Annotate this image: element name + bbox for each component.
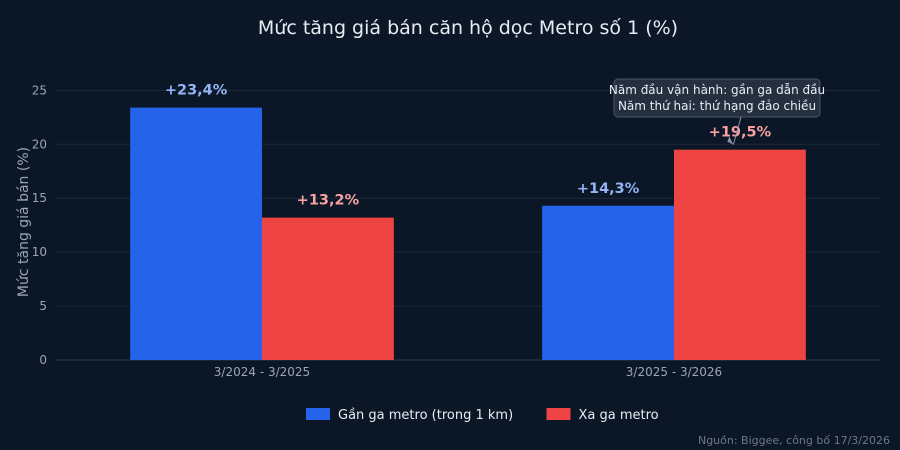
legend-swatch [546, 408, 571, 420]
annotation: Năm đầu vận hành: gần ga dẫn đầu Năm thứ … [609, 78, 825, 145]
y-tick-label: 10 [32, 245, 47, 259]
y-axis-label: Mức tăng giá bán (%) [16, 147, 32, 297]
bar [130, 107, 262, 360]
legend: Gần ga metro (trong 1 km) Xa ga metro [306, 408, 659, 423]
x-axis-ticks: 3/2024 - 3/2025 3/2025 - 3/2026 [214, 365, 722, 379]
data-labels: +23,4% +13,2% +14,3% +19,5% [165, 83, 772, 209]
y-tick-label: 25 [32, 83, 47, 97]
y-tick-label: 15 [32, 191, 47, 205]
chart-title: Mức tăng giá bán căn hộ dọc Metro số 1 (… [258, 17, 678, 39]
bars [130, 107, 806, 360]
y-axis-ticks: 0 5 10 15 20 25 [32, 83, 47, 367]
annotation-arrowhead [727, 136, 734, 145]
annotation-arrow [732, 116, 742, 145]
bar [542, 205, 674, 360]
y-tick-label: 0 [39, 353, 47, 367]
data-label: +14,3% [577, 181, 640, 197]
x-tick-label: 3/2024 - 3/2025 [214, 365, 310, 379]
data-label: +23,4% [165, 83, 228, 99]
y-tick-label: 5 [39, 299, 47, 313]
data-label: +13,2% [297, 193, 360, 209]
legend-swatch [306, 408, 330, 420]
annotation-box [613, 78, 821, 118]
bar [674, 149, 806, 360]
annotation-text: Năm thứ hai: thứ hạng đảo chiều [618, 99, 816, 113]
legend-label: Xa ga metro [579, 408, 659, 423]
source-note: Nguồn: Biggee, công bố 17/3/2026 [698, 434, 890, 447]
legend-label: Gần ga metro (trong 1 km) [338, 408, 513, 423]
data-label: +19,5% [709, 125, 772, 141]
annotation-text: Năm đầu vận hành: gần ga dẫn đầu [609, 83, 825, 97]
y-tick-label: 20 [32, 137, 47, 151]
x-tick-label: 3/2025 - 3/2026 [626, 365, 722, 379]
bar [262, 217, 394, 360]
